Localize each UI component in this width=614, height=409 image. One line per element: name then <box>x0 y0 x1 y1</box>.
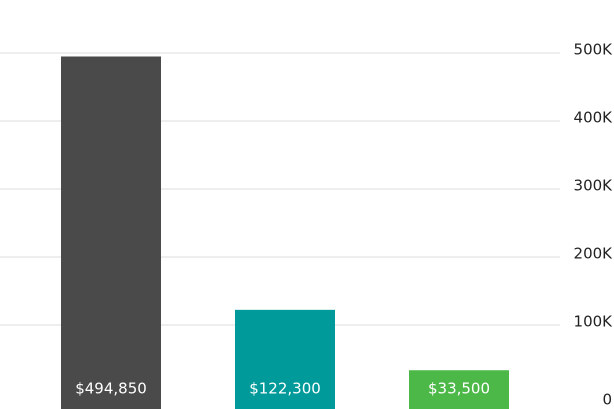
bar <box>409 370 509 409</box>
bar <box>61 56 161 409</box>
value-label: $494,850 <box>75 380 147 398</box>
y-tick-label: 200K <box>574 245 614 263</box>
y-tick-label: 500K <box>574 41 614 59</box>
y-tick-label: 100K <box>574 313 614 331</box>
y-tick-label: 400K <box>574 109 614 127</box>
value-label: $33,500 <box>428 380 490 398</box>
value-label: $122,300 <box>249 380 321 398</box>
y-tick-label: 300K <box>574 177 614 195</box>
y-tick-label: 0 <box>602 391 612 409</box>
bar <box>235 309 335 409</box>
